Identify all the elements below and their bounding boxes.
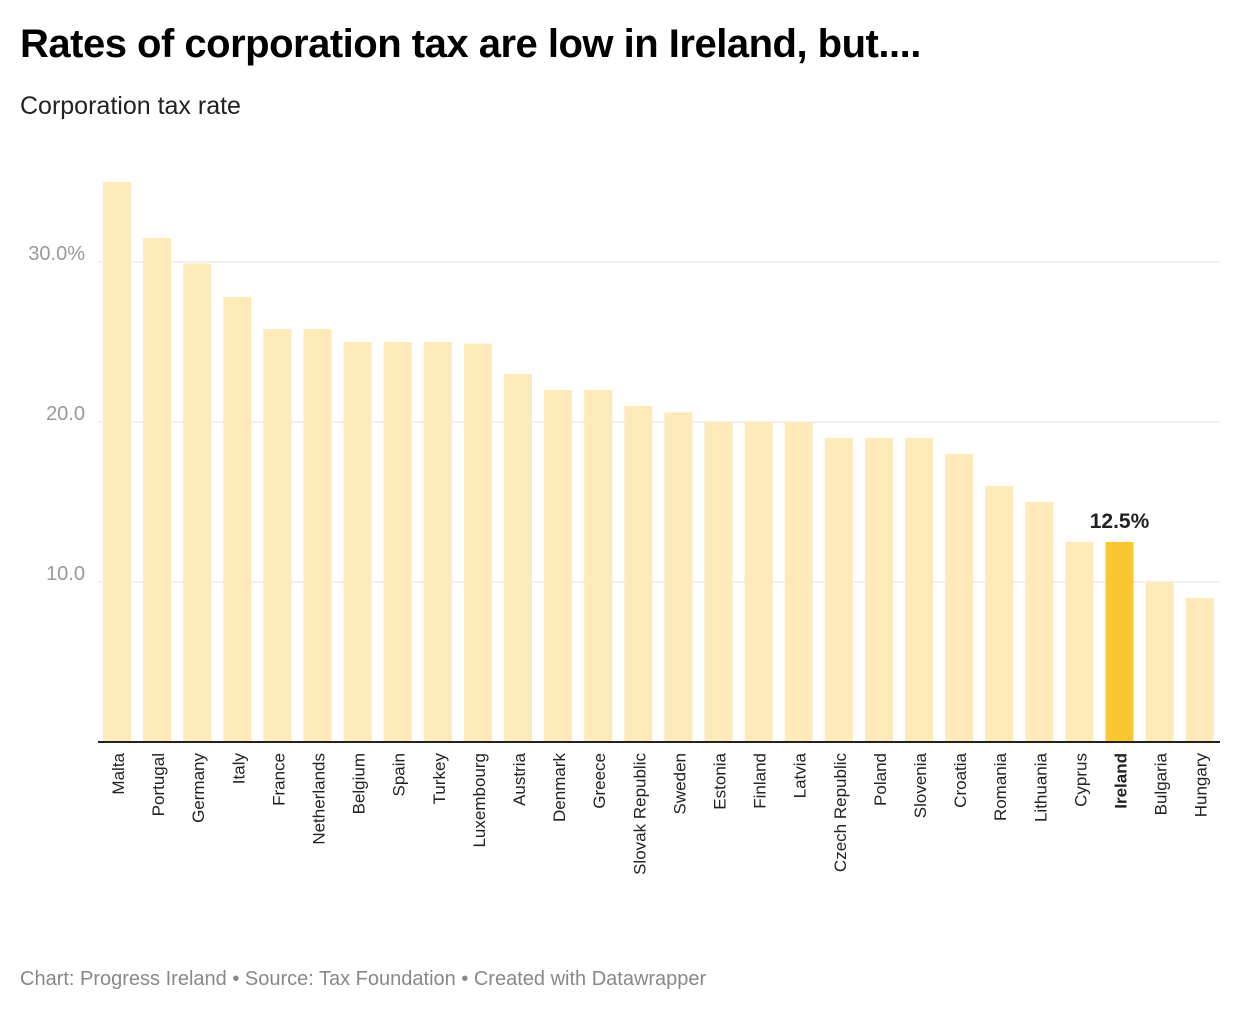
bar-cyprus	[1065, 542, 1094, 742]
bar-luxembourg	[463, 343, 492, 742]
x-tick-label: Slovenia	[911, 752, 930, 818]
x-tick-label: Finland	[751, 753, 770, 809]
y-tick-label: 10.0	[46, 563, 85, 585]
x-tick-label: Greece	[590, 753, 609, 809]
bar-croatia	[945, 454, 974, 742]
x-tick-label: France	[269, 753, 288, 806]
data-label: 12.5%	[1090, 510, 1150, 533]
x-tick-label: Austria	[510, 752, 529, 805]
bar-finland	[744, 422, 773, 742]
chart-footer: Chart: Progress Ireland • Source: Tax Fo…	[20, 968, 707, 990]
x-tick-label: Hungary	[1192, 753, 1211, 818]
x-tick-label: Belgium	[350, 753, 369, 814]
bar-czech-republic	[824, 438, 853, 742]
x-tick-label: Ireland	[1112, 753, 1131, 809]
bar-netherlands	[303, 329, 332, 742]
x-tick-label: Malta	[109, 752, 128, 794]
bar-italy	[223, 297, 252, 742]
bar-latvia	[784, 422, 813, 742]
bar-greece	[584, 390, 613, 742]
bar-bulgaria	[1145, 582, 1174, 742]
x-tick-label: Poland	[871, 753, 890, 806]
x-tick-label: Lithuania	[1031, 752, 1050, 822]
x-tick-label: Romania	[991, 752, 1010, 821]
bar-france	[263, 329, 292, 742]
y-tick-label: 30.0%	[28, 243, 85, 265]
bar-malta	[103, 182, 131, 742]
x-tick-label: Croatia	[951, 752, 970, 807]
x-tick-label: Turkey	[430, 753, 449, 805]
bar-sweden	[664, 412, 693, 742]
x-tick-label: Estonia	[711, 752, 730, 809]
bar-denmark	[544, 390, 573, 742]
bar-portugal	[143, 238, 172, 742]
x-tick-label: Cyprus	[1071, 753, 1090, 807]
x-tick-label: Italy	[229, 753, 248, 785]
x-tick-label: Sweden	[670, 753, 689, 814]
bar-hungary	[1185, 598, 1214, 742]
bar-austria	[504, 374, 532, 742]
y-tick-label: 20.0	[46, 403, 85, 425]
bar-romania	[985, 486, 1014, 742]
bar-ireland	[1105, 542, 1134, 742]
chart-title: Rates of corporation tax are low in Irel…	[20, 22, 921, 66]
x-tick-label: Portugal	[149, 753, 168, 816]
bar-lithuania	[1025, 502, 1054, 742]
bar-slovenia	[905, 438, 933, 742]
x-tick-label: Germany	[189, 753, 208, 823]
x-tick-label: Latvia	[791, 752, 810, 798]
x-tick-label: Luxembourg	[470, 753, 489, 848]
x-tick-label: Bulgaria	[1152, 752, 1171, 815]
bar-spain	[383, 342, 412, 742]
bar-turkey	[423, 342, 452, 742]
bar-estonia	[704, 422, 733, 742]
bar-germany	[183, 263, 212, 742]
bar-belgium	[343, 342, 372, 742]
x-tick-label: Spain	[390, 753, 409, 796]
x-tick-label: Czech Republic	[831, 753, 850, 873]
x-tick-label: Slovak Republic	[630, 753, 649, 875]
x-tick-label: Netherlands	[310, 753, 329, 845]
bar-slovak-republic	[624, 406, 653, 742]
chart-subtitle: Corporation tax rate	[20, 92, 241, 120]
x-tick-label: Denmark	[550, 753, 569, 822]
bar-poland	[864, 438, 893, 742]
